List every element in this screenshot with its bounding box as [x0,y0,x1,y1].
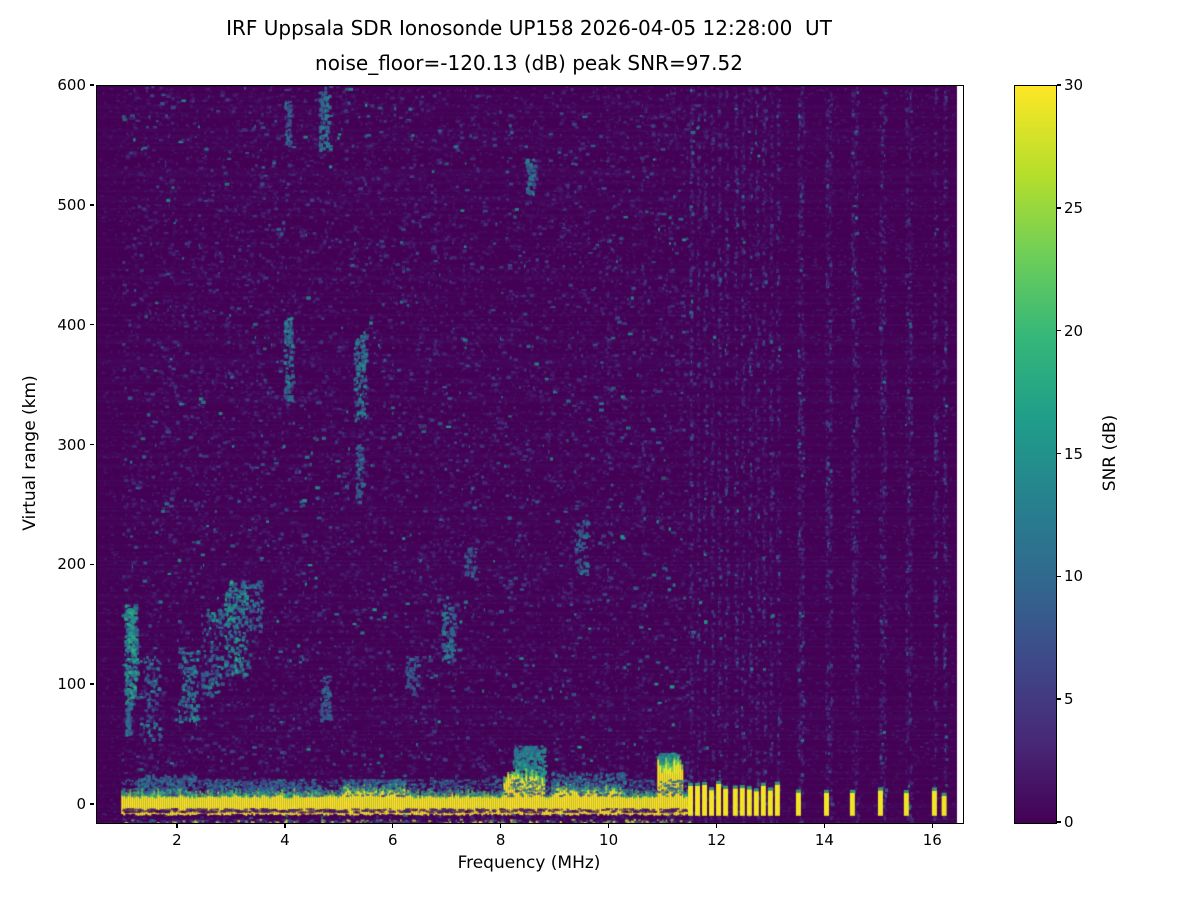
y-tick-label: 400 [57,315,86,334]
y-tick-mark [90,563,94,566]
x-tick-label: 8 [495,831,506,849]
colorbar-tick-mark [1057,84,1061,86]
y-tick-label: 0 [76,795,86,814]
x-tick-mark [607,824,610,828]
x-tick-mark [931,824,933,828]
x-tick-label: 4 [280,831,290,849]
colorbar [1014,85,1057,824]
colorbar-tick-label: 0 [1064,813,1074,831]
ionogram-heatmap-canvas [97,86,963,823]
y-tick-label: 500 [57,195,86,214]
y-tick-mark [90,683,94,685]
colorbar-tick-label: 10 [1064,567,1084,586]
colorbar-tick-mark [1057,575,1061,578]
y-tick-mark [90,443,94,446]
y-tick-mark [90,204,94,206]
colorbar-tick-label: 5 [1064,690,1074,709]
x-tick-label: 12 [706,831,727,849]
x-tick-mark [176,824,178,828]
colorbar-tick-label: 30 [1064,76,1084,94]
x-tick-mark [715,824,718,828]
x-tick-mark [499,824,502,828]
x-tick-label: 16 [922,831,942,849]
y-tick-label: 200 [57,555,86,574]
plot-area [96,85,964,824]
x-tick-label: 10 [599,831,619,849]
colorbar-tick-label: 20 [1064,321,1084,340]
y-axis-label: Virtual range (km) [20,375,40,531]
figure-title: IRF Uppsala SDR Ionosonde UP158 2026-04-… [226,16,832,40]
colorbar-tick-label: 15 [1064,444,1084,463]
x-tick-mark [823,824,826,828]
x-tick-label: 6 [387,831,398,849]
figure-subtitle: noise_floor=-120.13 (dB) peak SNR=97.52 [315,51,743,75]
y-tick-mark [90,323,94,326]
colorbar-gradient [1015,86,1056,823]
y-tick-label: 100 [57,675,86,694]
colorbar-tick-mark [1057,329,1061,332]
colorbar-label: SNR (dB) [1100,414,1120,492]
colorbar-tick-mark [1057,207,1061,209]
x-tick-mark [284,824,286,828]
y-tick-mark [90,84,94,86]
y-tick-label: 600 [57,76,86,94]
colorbar-tick-mark [1057,698,1061,700]
y-tick-label: 300 [57,435,86,454]
colorbar-tick-label: 25 [1064,198,1084,217]
colorbar-tick-mark [1057,821,1061,823]
x-tick-label: 14 [814,831,834,849]
x-axis-label: Frequency (MHz) [457,853,601,873]
y-tick-mark [90,803,94,805]
colorbar-tick-mark [1057,452,1061,455]
x-tick-label: 2 [172,831,182,849]
x-tick-mark [392,824,394,828]
